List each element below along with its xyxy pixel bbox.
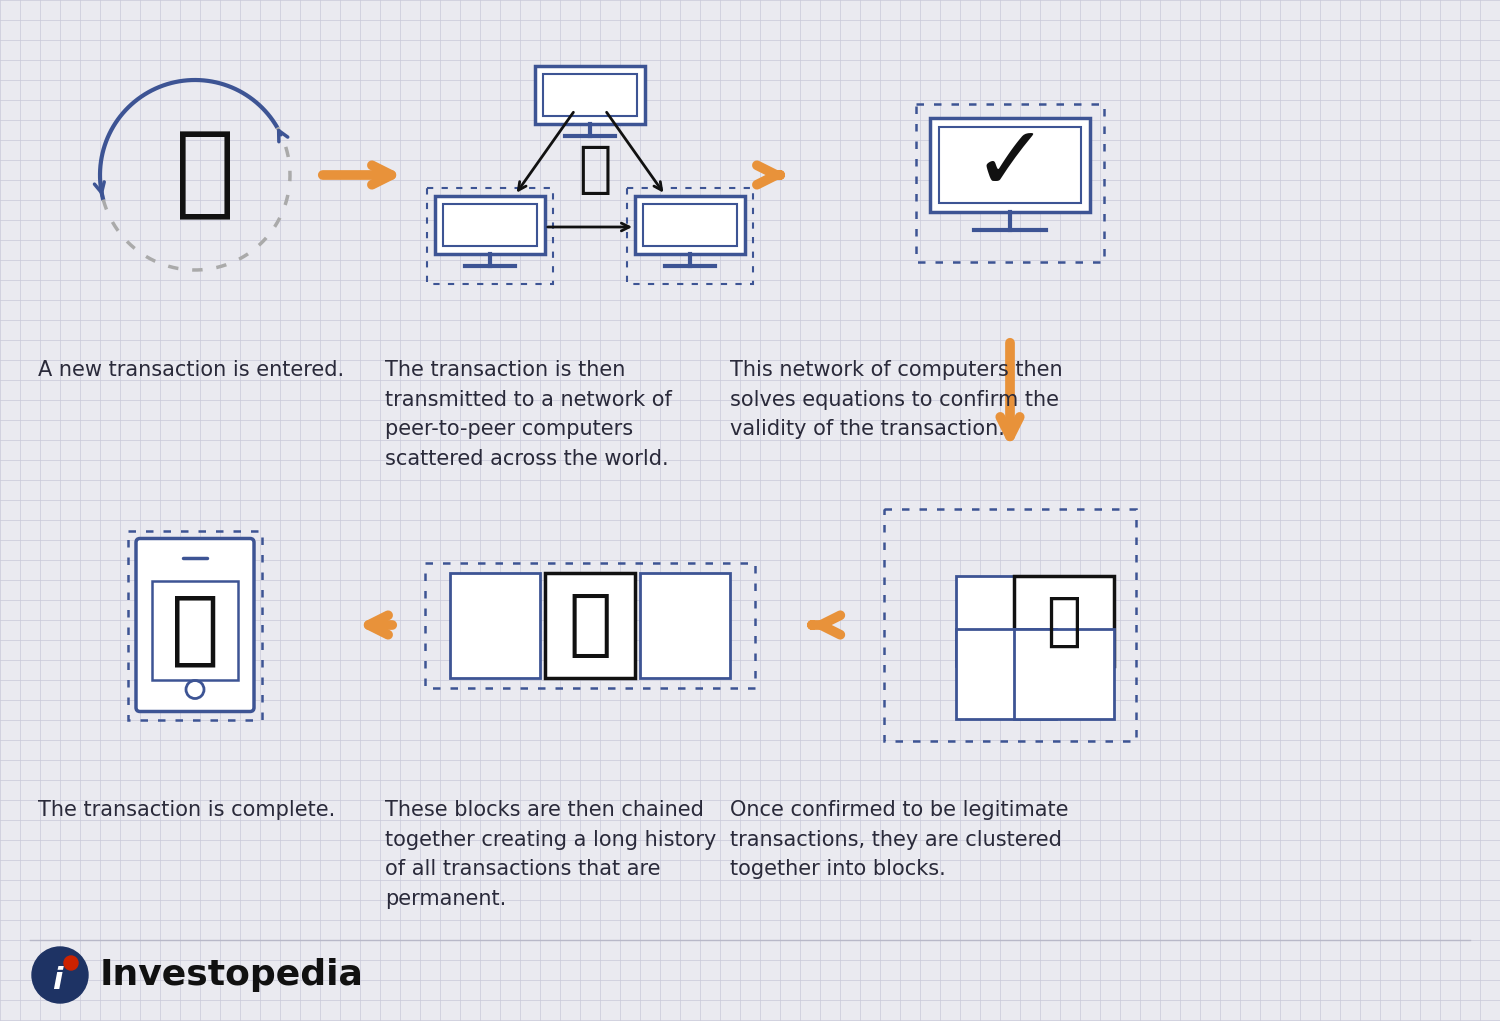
Text: These blocks are then chained
together creating a long history
of all transactio: These blocks are then chained together c… bbox=[386, 800, 717, 909]
Text: A new transaction is entered.: A new transaction is entered. bbox=[38, 360, 344, 380]
Text: Once confirmed to be legitimate
transactions, they are clustered
together into b: Once confirmed to be legitimate transact… bbox=[730, 800, 1068, 879]
FancyBboxPatch shape bbox=[956, 576, 1056, 666]
Text: ₿: ₿ bbox=[568, 590, 612, 660]
Text: ✓: ✓ bbox=[972, 121, 1048, 209]
FancyBboxPatch shape bbox=[634, 196, 746, 254]
Text: ₿: ₿ bbox=[176, 127, 236, 224]
FancyBboxPatch shape bbox=[956, 629, 1056, 719]
Text: Investopedia: Investopedia bbox=[100, 958, 364, 992]
Text: ₿: ₿ bbox=[579, 143, 612, 197]
FancyBboxPatch shape bbox=[136, 538, 254, 712]
FancyBboxPatch shape bbox=[544, 573, 634, 678]
FancyBboxPatch shape bbox=[543, 75, 638, 115]
FancyBboxPatch shape bbox=[1014, 629, 1114, 719]
FancyBboxPatch shape bbox=[442, 204, 537, 246]
FancyBboxPatch shape bbox=[640, 573, 730, 678]
Text: The transaction is complete.: The transaction is complete. bbox=[38, 800, 336, 820]
FancyBboxPatch shape bbox=[435, 196, 544, 254]
Text: i: i bbox=[51, 966, 62, 994]
FancyBboxPatch shape bbox=[152, 581, 238, 680]
Text: ₿: ₿ bbox=[171, 591, 219, 669]
FancyBboxPatch shape bbox=[939, 128, 1082, 203]
Text: The transaction is then
transmitted to a network of
peer-to-peer computers
scatt: The transaction is then transmitted to a… bbox=[386, 360, 672, 469]
FancyBboxPatch shape bbox=[930, 118, 1090, 211]
FancyBboxPatch shape bbox=[536, 66, 645, 124]
Circle shape bbox=[32, 947, 88, 1003]
FancyBboxPatch shape bbox=[450, 573, 540, 678]
Text: This network of computers then
solves equations to confirm the
validity of the t: This network of computers then solves eq… bbox=[730, 360, 1062, 439]
Text: ₿: ₿ bbox=[1047, 592, 1082, 649]
FancyBboxPatch shape bbox=[644, 204, 736, 246]
FancyBboxPatch shape bbox=[1014, 576, 1114, 666]
Circle shape bbox=[64, 956, 78, 970]
